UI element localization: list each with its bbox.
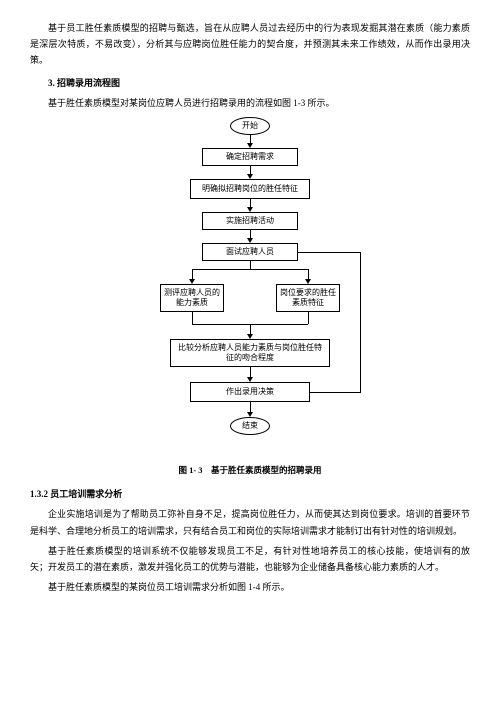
training-para-2: 基于胜任素质模型的培训系统不仅能够发现员工不足，有针对性地培养员工的核心技能，使…: [30, 543, 470, 575]
flow-n4: 面试应聘人员: [202, 243, 298, 261]
figure-caption: 图 1- 3 基于胜任素质模型的招聘录用: [30, 463, 470, 478]
flow-n6: 比较分析应聘人员能力素质与岗位胜任特征的吻合程度: [170, 339, 330, 367]
flow-n3: 实施招聘活动: [202, 212, 298, 230]
flow-n2: 明确拟招聘岗位的胜任特征: [190, 179, 310, 199]
flow-n7: 作出录用决策: [190, 382, 310, 402]
intro-paragraph: 基于员工胜任素质模型的招聘与甄选，旨在从应聘人员过去经历中的行为表现发掘其潜在素…: [30, 20, 470, 69]
flow-intro: 基于胜任素质模型对某岗位应聘人员进行招聘录用的流程如图 1-3 所示。: [30, 95, 470, 111]
flow-n1: 确定招聘需求: [202, 148, 298, 166]
flow-start: 开始: [230, 117, 270, 135]
flow-n5a: 测评应聘人员的能力素质: [160, 284, 224, 312]
recruitment-flowchart: 开始 确定招聘需求 明确拟招聘岗位的胜任特征 实施招聘活动 面试应聘人员 测评应…: [110, 117, 390, 457]
section-1-3-2: 1.3.2 员工培训需求分析: [30, 486, 470, 502]
flow-end: 结束: [230, 417, 270, 435]
flow-n5b: 岗位要求的胜任素质特征: [276, 284, 340, 312]
heading-3: 3. 招聘录用流程图: [30, 75, 470, 91]
training-para-3: 基于胜任素质模型的某岗位员工培训需求分析如图 1-4 所示。: [30, 579, 470, 595]
training-para-1: 企业实施培训是为了帮助员工弥补自身不足，提高岗位胜任力，从而使其达到岗位要求。培…: [30, 506, 470, 538]
